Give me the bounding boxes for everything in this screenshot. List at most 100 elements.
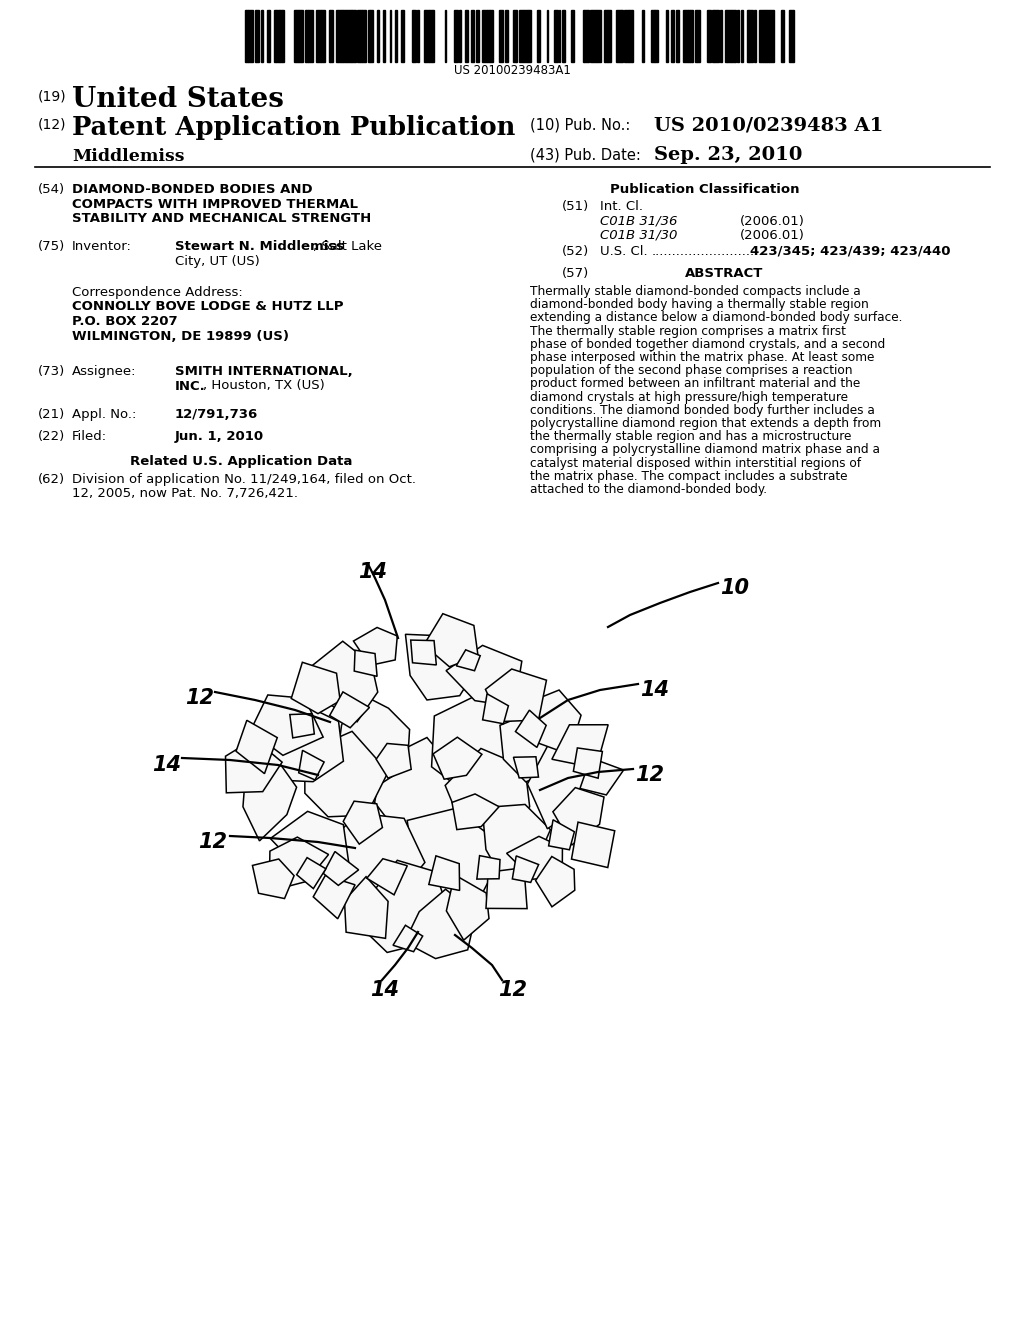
- Polygon shape: [553, 788, 604, 845]
- Text: phase of bonded together diamond crystals, and a second: phase of bonded together diamond crystal…: [530, 338, 886, 351]
- Bar: [301, 11, 303, 62]
- Bar: [280, 11, 282, 62]
- Bar: [597, 11, 601, 62]
- Polygon shape: [343, 801, 382, 843]
- Polygon shape: [269, 837, 329, 891]
- Polygon shape: [406, 635, 481, 700]
- Polygon shape: [297, 858, 326, 888]
- Polygon shape: [243, 756, 297, 841]
- Bar: [595, 11, 597, 62]
- Bar: [499, 11, 503, 62]
- Bar: [357, 11, 360, 62]
- Text: Assignee:: Assignee:: [72, 366, 136, 378]
- Text: STABILITY AND MECHANICAL STRENGTH: STABILITY AND MECHANICAL STRENGTH: [72, 213, 372, 224]
- Polygon shape: [253, 859, 294, 899]
- Polygon shape: [353, 627, 397, 665]
- Bar: [608, 11, 610, 62]
- Text: diamond crystals at high pressure/high temperature: diamond crystals at high pressure/high t…: [530, 391, 848, 404]
- Text: catalyst material disposed within interstitial regions of: catalyst material disposed within inters…: [530, 457, 861, 470]
- Polygon shape: [513, 756, 539, 777]
- Text: (22): (22): [38, 430, 66, 444]
- Polygon shape: [367, 859, 408, 895]
- Polygon shape: [527, 690, 581, 754]
- Text: comprising a polycrystalline diamond matrix phase and a: comprising a polycrystalline diamond mat…: [530, 444, 880, 457]
- Polygon shape: [299, 750, 325, 780]
- Bar: [554, 11, 558, 62]
- Polygon shape: [290, 714, 314, 738]
- Polygon shape: [344, 876, 388, 939]
- Text: (43) Pub. Date:: (43) Pub. Date:: [530, 148, 641, 162]
- Bar: [276, 11, 279, 62]
- Bar: [629, 11, 632, 62]
- Bar: [505, 11, 508, 62]
- Text: Stewart N. Middlemiss: Stewart N. Middlemiss: [175, 240, 344, 253]
- Bar: [432, 11, 434, 62]
- Polygon shape: [571, 822, 614, 867]
- Polygon shape: [482, 804, 551, 886]
- Bar: [690, 11, 692, 62]
- Bar: [296, 11, 298, 62]
- Bar: [616, 11, 620, 62]
- Text: ABSTRACT: ABSTRACT: [685, 267, 763, 280]
- Text: product formed between an infiltrant material and the: product formed between an infiltrant mat…: [530, 378, 860, 391]
- Polygon shape: [411, 640, 436, 665]
- Bar: [395, 11, 397, 62]
- Polygon shape: [225, 739, 283, 793]
- Bar: [688, 11, 690, 62]
- Bar: [765, 11, 767, 62]
- Polygon shape: [330, 692, 370, 727]
- Bar: [413, 11, 416, 62]
- Text: Related U.S. Application Data: Related U.S. Application Data: [130, 455, 352, 469]
- Text: (52): (52): [562, 246, 589, 257]
- Polygon shape: [485, 669, 547, 722]
- Text: (62): (62): [38, 473, 66, 486]
- Polygon shape: [291, 663, 340, 714]
- Polygon shape: [536, 857, 574, 907]
- Polygon shape: [262, 702, 343, 781]
- Bar: [642, 11, 644, 62]
- Polygon shape: [337, 692, 410, 792]
- Text: Middlemiss: Middlemiss: [72, 148, 184, 165]
- Text: (21): (21): [38, 408, 66, 421]
- Text: 14: 14: [358, 562, 387, 582]
- Bar: [429, 11, 432, 62]
- Text: COMPACTS WITH IMPROVED THERMAL: COMPACTS WITH IMPROVED THERMAL: [72, 198, 358, 210]
- Polygon shape: [375, 738, 461, 841]
- Polygon shape: [310, 642, 378, 722]
- Text: 12: 12: [498, 979, 527, 1001]
- Bar: [316, 11, 321, 62]
- Bar: [274, 11, 276, 62]
- Polygon shape: [355, 861, 447, 953]
- Text: United States: United States: [72, 86, 284, 114]
- Polygon shape: [527, 742, 590, 829]
- Polygon shape: [486, 867, 527, 908]
- Bar: [362, 11, 365, 62]
- Text: The thermally stable region comprises a matrix first: The thermally stable region comprises a …: [530, 325, 846, 338]
- Bar: [759, 11, 763, 62]
- Text: (73): (73): [38, 366, 66, 378]
- Text: (10) Pub. No.:: (10) Pub. No.:: [530, 117, 631, 133]
- Bar: [671, 11, 673, 62]
- Polygon shape: [431, 694, 525, 800]
- Bar: [737, 11, 739, 62]
- Text: Filed:: Filed:: [72, 430, 108, 444]
- Polygon shape: [512, 855, 539, 883]
- Bar: [584, 11, 588, 62]
- Bar: [754, 11, 756, 62]
- Text: Appl. No.:: Appl. No.:: [72, 408, 136, 421]
- Text: (2006.01): (2006.01): [740, 214, 805, 227]
- Bar: [360, 11, 362, 62]
- Text: 12: 12: [635, 766, 664, 785]
- Bar: [712, 11, 714, 62]
- Text: City, UT (US): City, UT (US): [175, 255, 260, 268]
- Text: the matrix phase. The compact includes a substrate: the matrix phase. The compact includes a…: [530, 470, 848, 483]
- Bar: [401, 11, 404, 62]
- Bar: [471, 11, 474, 62]
- Text: 12: 12: [198, 832, 227, 851]
- Text: 12: 12: [185, 688, 214, 708]
- Polygon shape: [408, 809, 493, 915]
- Polygon shape: [324, 851, 358, 886]
- Polygon shape: [424, 614, 478, 667]
- Polygon shape: [270, 812, 350, 873]
- Bar: [490, 11, 493, 62]
